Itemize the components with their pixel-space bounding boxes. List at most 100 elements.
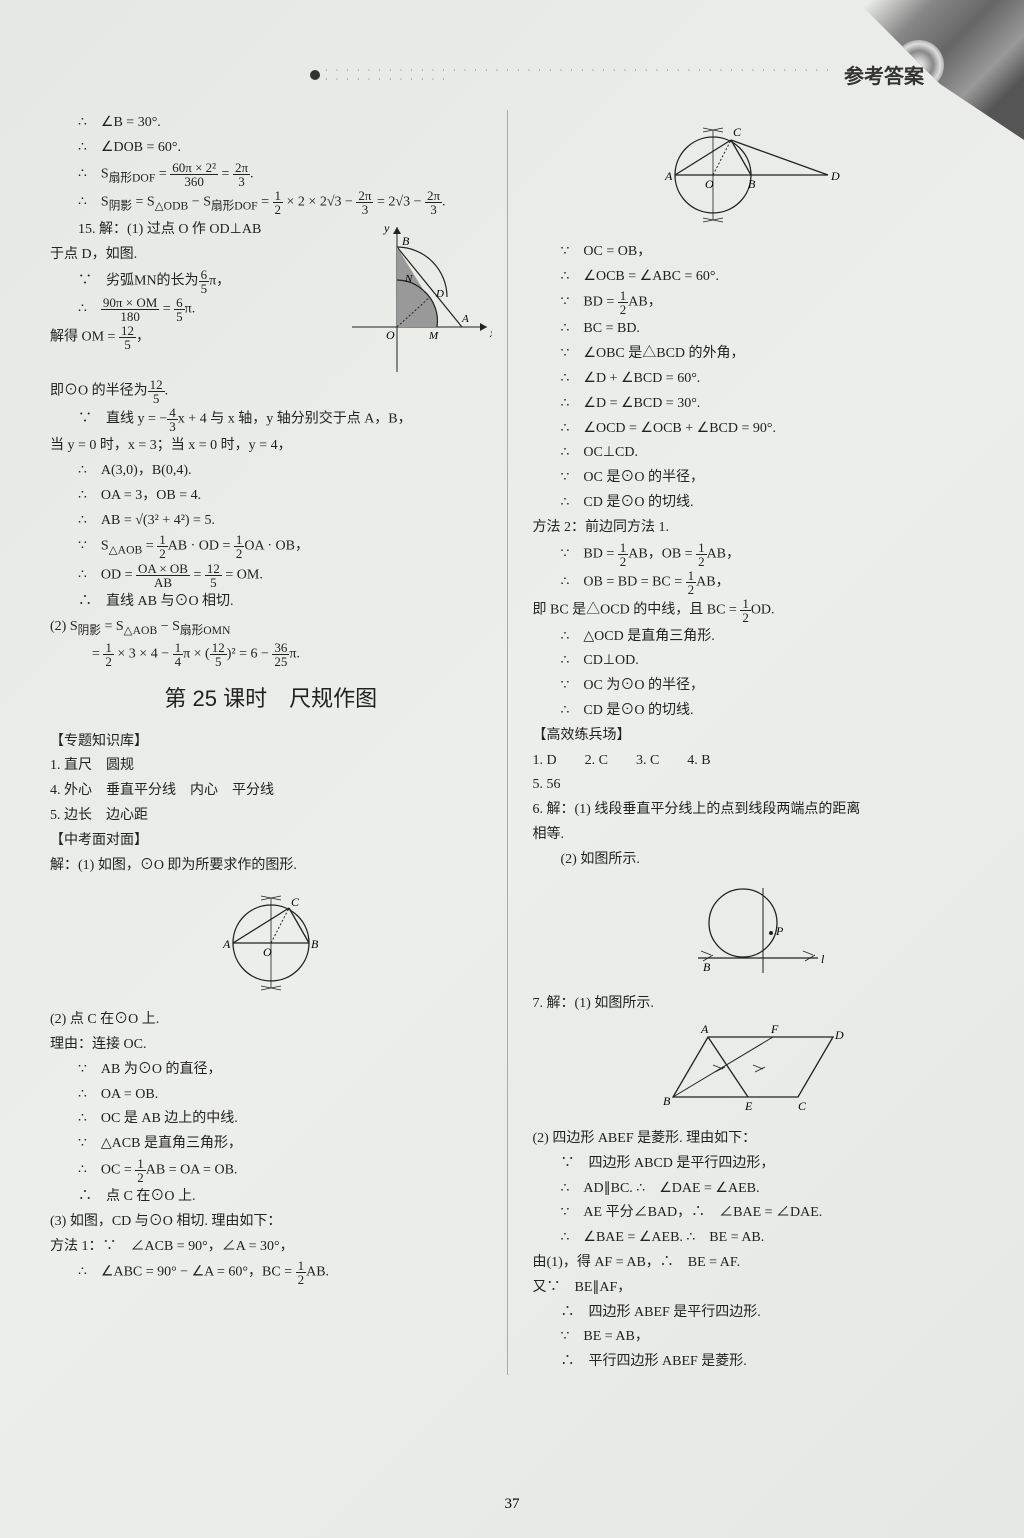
text: ∴ OC = [78, 1163, 135, 1178]
svg-text:M: M [428, 330, 439, 342]
denominator: 2 [696, 555, 707, 568]
math-line: 方法 2：前边同方法 1. [533, 516, 975, 540]
math-line: ∵ OC 为⊙O 的半径， [533, 674, 975, 698]
math-line: (3) 如图，CD 与⊙O 相切. 理由如下： [50, 1210, 492, 1234]
svg-text:O: O [386, 328, 395, 342]
math-line: ∴ CD 是⊙O 的切线. [533, 699, 975, 723]
fraction: 2π3 [233, 161, 250, 188]
math-line: 解得 OM = 125， [50, 324, 342, 351]
math-line: ∴ ∠ABC = 90° − ∠A = 60°，BC = 12AB. [50, 1259, 492, 1286]
text: π × ( [183, 647, 210, 662]
fraction: 12 [618, 289, 629, 316]
numerator: 1 [618, 541, 629, 555]
subscript: 阴影 [78, 623, 101, 636]
math-line: 1. D 2. C 3. C 4. B [533, 749, 975, 773]
fraction: 14 [173, 641, 184, 668]
text: ∴ OD = [78, 568, 136, 583]
left-column: ∴ ∠B = 30°. ∴ ∠DOB = 60°. ∴ S扇形DOF = 60π… [50, 110, 508, 1375]
svg-text:C: C [291, 895, 300, 909]
text: = S [101, 619, 124, 634]
parallelogram-diagram: A F D B E C [533, 1017, 975, 1126]
text: ∵ 直线 y = − [78, 412, 167, 427]
denominator: 360 [170, 175, 218, 188]
text: = S [132, 195, 155, 210]
math-line: ∴ OB = BD = BC = 12AB， [533, 569, 975, 596]
denominator: 2 [686, 583, 697, 596]
numerator: 1 [296, 1259, 307, 1273]
denominator: 5 [119, 338, 136, 351]
subscript: △AOB [109, 544, 143, 557]
math-line: 6. 解：(1) 线段垂直平分线上的点到线段两端点的距离 [533, 798, 975, 822]
fraction: 12 [135, 1157, 146, 1184]
fraction: 12 [273, 189, 284, 216]
denominator: 2 [234, 547, 245, 560]
math-line: ∴ OC = 12AB = OA = OB. [50, 1157, 492, 1184]
fraction: 3625 [272, 641, 289, 668]
text: OA · OB， [244, 539, 309, 554]
svg-text:P: P [775, 924, 784, 938]
right-column: A B C O D ∵ OC = OB， ∴ ∠OCB = ∠ABC = 60°… [518, 110, 975, 1375]
math-line: 15. 解：(1) 过点 O 作 OD⊥AB [50, 218, 342, 242]
denominator: 2 [618, 303, 629, 316]
content-area: ∴ ∠B = 30°. ∴ ∠DOB = 60°. ∴ S扇形DOF = 60π… [50, 110, 974, 1375]
text: ∵ BD = [561, 546, 618, 561]
text: × 2 × 2√3 − [283, 195, 356, 210]
math-line: (2) 如图所示. [533, 848, 975, 872]
math-line: ∴ CD⊥OD. [533, 649, 975, 673]
text: π. [185, 302, 196, 317]
numerator: 90π × OM [101, 296, 159, 310]
fraction: 12 [696, 541, 707, 568]
subscript: 扇形DOF [109, 171, 156, 184]
math-line: ∴ 直线 AB 与⊙O 相切. [50, 590, 492, 614]
math-line: (2) S阴影 = S△AOB − S扇形OMN [50, 615, 492, 641]
fraction: 2π3 [425, 189, 442, 216]
svg-text:A: A [664, 169, 673, 183]
math-line: ∵ OC = OB， [533, 240, 975, 264]
text: . [165, 384, 169, 399]
denominator: 2 [618, 555, 629, 568]
page-header: · · · · · · · · · · · · · · · · · · · · … [310, 60, 924, 89]
text: (2) S [50, 619, 78, 634]
svg-text:B: B [311, 937, 319, 951]
svg-text:D: D [830, 169, 840, 183]
denominator: 2 [103, 655, 114, 668]
text: 即 BC 是△OCD 的中线，且 BC = [533, 602, 741, 617]
math-line: 理由：连接 OC. [50, 1033, 492, 1057]
subsection-header: 【专题知识库】 [50, 730, 492, 754]
text: π， [209, 274, 230, 289]
math-line: ∴ OC 是 AB 边上的中线. [50, 1107, 492, 1131]
math-line: ∵ 直线 y = −43x + 4 与 x 轴，y 轴分别交于点 A，B， [50, 406, 492, 433]
page-number: 37 [505, 1496, 520, 1513]
numerator: 12 [210, 641, 227, 655]
numerator: 1 [135, 1157, 146, 1171]
math-line: 即 BC 是△OCD 的中线，且 BC = 12OD. [533, 597, 975, 624]
math-line: 解：(1) 如图，⊙O 即为所要求作的图形. [50, 854, 492, 878]
fraction: 125 [205, 562, 222, 589]
text: = [190, 568, 205, 583]
fraction: 43 [167, 406, 178, 433]
fraction: 2π3 [356, 189, 373, 216]
math-line: ∵ 劣弧MN的长为65π， [50, 268, 342, 295]
text: ， [136, 330, 150, 345]
text: = [218, 166, 233, 181]
fraction: 65 [174, 296, 185, 323]
numerator: 12 [148, 378, 165, 392]
subsection-header: 【高效练兵场】 [533, 724, 975, 748]
fraction: 12 [686, 569, 697, 596]
math-line: ∴ A(3,0)，B(0,4). [50, 459, 492, 483]
math-line: 由(1)，得 AF = AB，∴ BE = AF. [533, 1251, 975, 1275]
svg-text:C: C [733, 125, 742, 139]
fraction: 12 [234, 533, 245, 560]
text: )² = 6 − [227, 647, 273, 662]
math-line: ∵ △ACB 是直角三角形， [50, 1132, 492, 1156]
math-line: 7. 解：(1) 如图所示. [533, 992, 975, 1016]
numerator: OA × OB [136, 562, 190, 576]
subscript: 扇形DOF [211, 199, 258, 212]
math-line: ∵ 四边形 ABCD 是平行四边形， [533, 1152, 975, 1176]
denominator: 5 [205, 576, 222, 589]
text: = OM. [222, 568, 263, 583]
subsection-header: 【中考面对面】 [50, 829, 492, 853]
numerator: 1 [686, 569, 697, 583]
text: AB，OB = [628, 546, 696, 561]
math-line: ∴ S阴影 = S△ODB − S扇形DOF = 12 × 2 × 2√3 − … [50, 189, 492, 216]
